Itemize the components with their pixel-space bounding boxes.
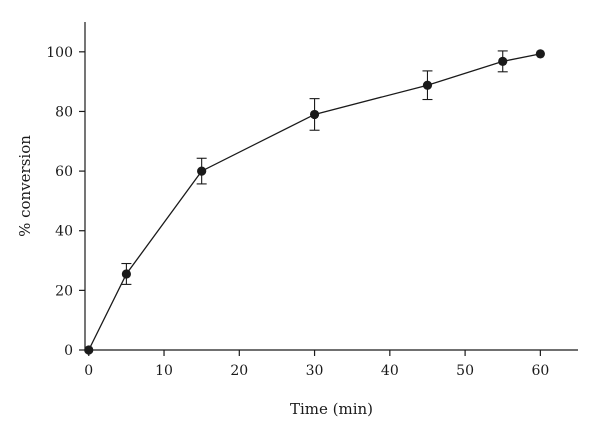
x-tick-label: 40 [381,363,399,379]
y-tick-label: 80 [55,104,73,120]
x-tick-label: 0 [84,363,93,379]
data-point [84,345,94,355]
y-tick-label: 40 [55,224,73,240]
x-tick-label: 30 [306,363,324,379]
y-tick-label: 0 [64,343,73,359]
data-point [197,166,207,176]
x-tick-label: 10 [155,363,173,379]
axes [84,22,578,351]
x-tick-label: 20 [230,363,248,379]
y-axis-title: % conversion [16,135,34,237]
x-tick-label: 60 [531,363,549,379]
y-axis-ticks: 0 20 40 60 80 100 [46,45,85,359]
x-axis-title: Time (min) [290,400,373,418]
data-point [309,109,320,120]
data-point [535,49,545,59]
data-point [121,269,131,279]
y-tick-label: 20 [55,283,73,299]
y-tick-label: 100 [46,45,73,61]
data-series [84,49,545,355]
x-axis-ticks: 0 10 20 30 40 50 60 [84,350,549,379]
x-tick-label: 50 [456,363,474,379]
y-tick-label: 60 [55,164,73,180]
data-point [498,56,508,66]
data-point [422,80,433,90]
